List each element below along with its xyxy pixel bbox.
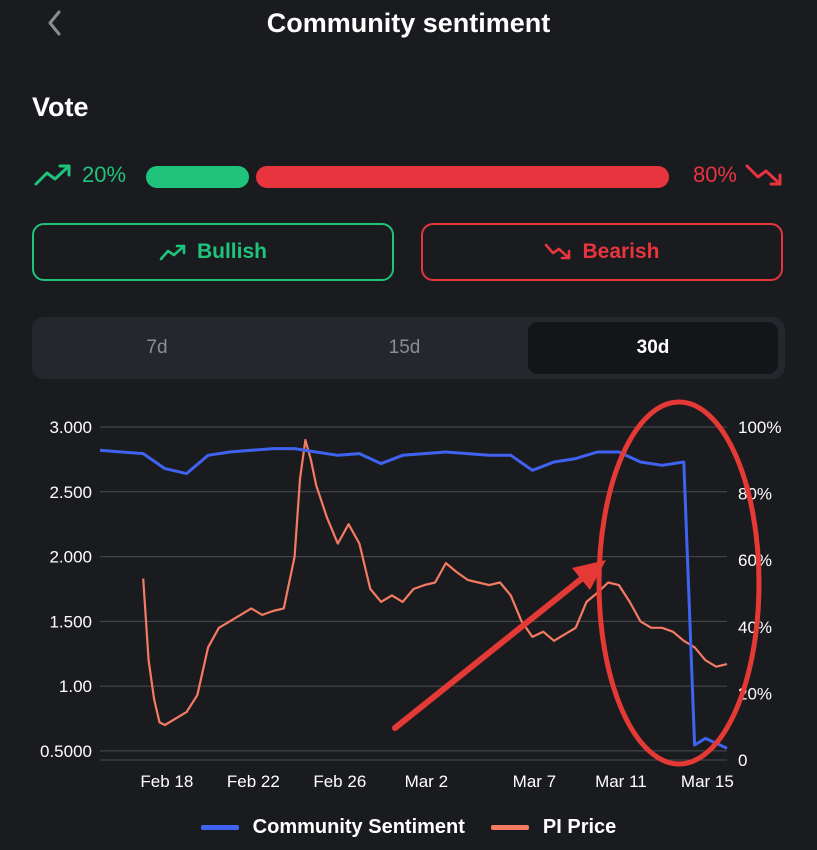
highlight-ellipse <box>596 399 762 767</box>
bullish-button[interactable]: Bullish <box>32 223 394 281</box>
x-tick-label: Feb 18 <box>140 772 193 791</box>
legend-swatch-price <box>490 824 529 830</box>
back-button[interactable] <box>38 6 72 40</box>
x-axis-ticks: Feb 18 Feb 22 Feb 26 Mar 2 Mar 7 Mar 11 Mar 15 <box>140 772 733 791</box>
bearish-percent-label: 80% <box>692 162 737 187</box>
bearish-button[interactable]: Bearish <box>421 223 783 281</box>
x-tick-label: Feb 26 <box>313 772 366 791</box>
left-tick-label: 2.000 <box>49 548 92 567</box>
legend-label-sentiment: Community Sentiment <box>252 815 465 838</box>
legend-item-price[interactable]: PI Price <box>490 815 617 839</box>
chart-gridlines <box>100 426 727 761</box>
tab-30d[interactable]: 30d <box>528 322 778 374</box>
left-tick-label: 2.500 <box>49 483 92 502</box>
left-tick-label: 3.000 <box>49 418 92 437</box>
vote-ratio-bar: 20% 80% <box>0 158 817 198</box>
x-tick-label: Mar 7 <box>513 772 556 791</box>
left-tick-label: 0.5000 <box>40 742 92 761</box>
bullish-bar-segment <box>146 166 249 188</box>
bearish-bar-segment <box>256 166 669 188</box>
pi-price-line <box>142 438 728 727</box>
legend-item-sentiment[interactable]: Community Sentiment <box>200 815 465 839</box>
left-tick-label: 1.500 <box>49 612 92 631</box>
left-axis-ticks: 0.5000 1.00 1.500 2.000 2.500 3.000 <box>40 418 92 761</box>
legend-label-price: PI Price <box>542 815 617 838</box>
vote-section-title: Vote <box>32 92 89 122</box>
x-tick-label: Mar 11 <box>595 772 647 791</box>
annotation-arrow-head <box>572 560 606 590</box>
trend-down-icon <box>745 164 782 186</box>
bearish-percent: 80% <box>693 162 785 188</box>
x-tick-label: Mar 15 <box>681 772 734 791</box>
chevron-left-icon <box>48 10 61 36</box>
community-sentiment-line <box>99 447 728 750</box>
chart-legend: Community Sentiment PI Price <box>0 810 817 844</box>
legend-swatch-sentiment <box>200 824 239 830</box>
trend-up-icon <box>34 164 71 186</box>
right-tick-label: 100% <box>738 418 781 437</box>
right-tick-label: 60% <box>738 551 772 570</box>
bullish-percent: 20% <box>34 162 126 188</box>
bullish-percent-label: 20% <box>82 162 127 187</box>
x-tick-label: Mar 2 <box>405 772 448 791</box>
header: Community sentiment <box>0 0 817 50</box>
time-range-tabs: 7d 15d 30d <box>32 317 785 379</box>
bearish-button-label: Bearish <box>582 240 660 263</box>
tab-15d[interactable]: 15d <box>388 337 421 358</box>
trend-up-icon <box>159 244 186 261</box>
left-tick-label: 1.00 <box>59 677 92 696</box>
tab-7d[interactable]: 7d <box>146 337 168 358</box>
x-tick-label: Feb 22 <box>227 772 280 791</box>
annotation-arrow-shaft <box>392 569 593 731</box>
page-title: Community sentiment <box>266 8 551 38</box>
annotation-overlay <box>392 399 762 767</box>
bullish-button-label: Bullish <box>196 240 267 263</box>
right-tick-label: 20% <box>738 684 772 703</box>
right-tick-label: 80% <box>738 485 772 504</box>
trend-down-icon <box>545 243 571 260</box>
right-tick-label: 0 <box>738 751 747 770</box>
